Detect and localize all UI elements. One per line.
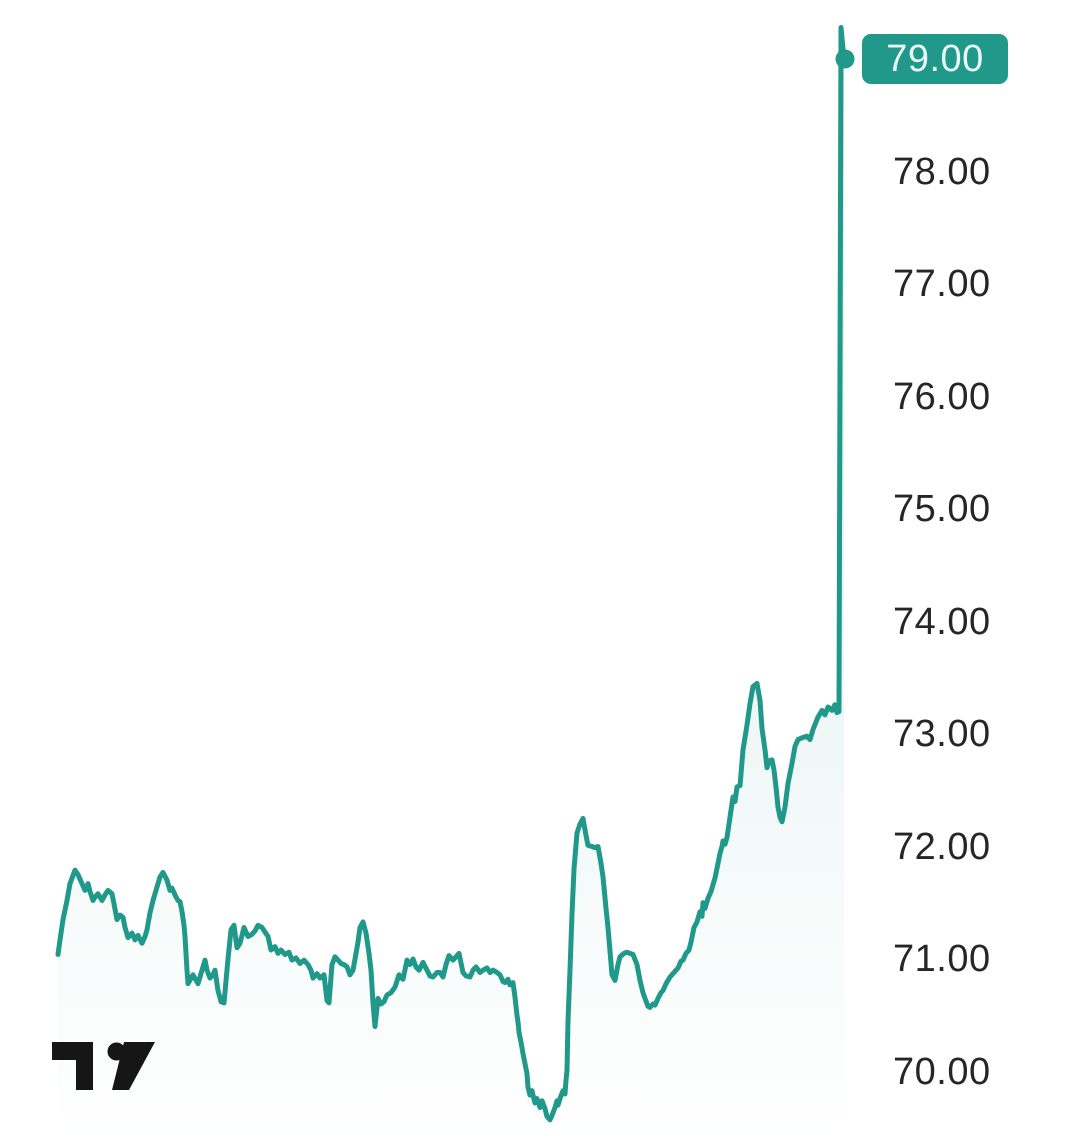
y-axis-tick-label: 78.00	[893, 150, 991, 193]
last-price-label: 79.00	[886, 37, 984, 80]
y-axis-tick-label: 76.00	[893, 375, 991, 418]
area-fill	[58, 27, 844, 1140]
y-axis-tick-label: 73.00	[893, 713, 991, 755]
logo-slash-shape	[112, 1042, 155, 1090]
y-axis-tick-label: 70.00	[893, 1050, 991, 1093]
last-price-badge: 79.00	[862, 34, 1008, 84]
tradingview-logo-icon[interactable]	[52, 1042, 155, 1090]
y-axis-tick-label: 77.00	[893, 263, 991, 305]
y-axis-tick-label: 72.00	[893, 825, 991, 868]
y-axis-tick-label: 74.00	[893, 600, 991, 643]
last-price-dot	[835, 49, 855, 69]
logo-flag-shape	[52, 1042, 93, 1090]
y-axis-tick-label: 75.00	[893, 488, 991, 530]
y-axis-tick-label: 71.00	[893, 938, 991, 980]
price-line	[55, 25, 847, 1123]
